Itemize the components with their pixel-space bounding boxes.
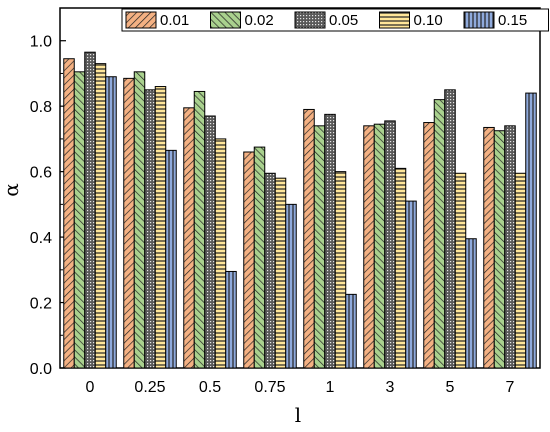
y-tick-label: 0.2 [30,296,52,313]
y-tick-label: 0.0 [30,361,52,378]
legend-label-0.15: 0.15 [498,12,527,29]
bar-0.10-0.25 [154,86,167,369]
plot-frame [59,7,541,369]
bar-0.05-7 [504,125,516,369]
legend-label-0.10: 0.10 [414,12,443,29]
legend-swatch-0.15 [463,11,495,29]
bar-0.02-0 [73,71,86,369]
x-tick-label: 5 [446,379,455,396]
bar-0.02-0.5 [193,90,206,369]
x-tick-label: 0.5 [199,379,221,396]
legend: 0.01 0.02 0.05 0.10 0.15 [121,8,549,32]
legend-swatch-0.05 [294,11,326,29]
bar-0.15-5 [465,238,477,369]
x-axis-label: l [295,403,301,427]
bar-0.15-3 [405,200,417,369]
legend-swatch-0.10 [379,11,410,29]
bar-0.02-7 [493,130,506,369]
bar-0.01-0 [63,58,75,369]
bar-0.15-0.25 [165,149,177,369]
bar-0.02-0.25 [133,71,146,369]
bar-0.10-7 [514,172,527,369]
x-tick-label: 7 [506,379,515,396]
bar-0.05-5 [444,89,456,369]
bar-0.01-3 [363,125,375,369]
bar-0.01-7 [483,126,495,369]
bar-0.05-1 [324,113,336,369]
bar-0.10-0.75 [274,177,287,369]
legend-swatch-0.02 [210,11,241,29]
bar-0.01-5 [423,122,435,369]
bar-0.10-0.5 [214,138,227,369]
legend-swatch-0.01 [125,11,157,29]
legend-label-0.01: 0.01 [160,12,189,29]
bar-0.02-1 [313,125,326,369]
tick-labels: 0.0 0.2 0.4 0.6 0.8 1.0 0 0.25 0.5 0.75 1 3 5 7 [30,34,515,396]
bar-0.01-0.75 [243,151,255,369]
bar-0.10-5 [454,172,467,369]
x-tick-label: 0 [86,379,95,396]
legend-label-0.05: 0.05 [329,12,358,29]
bar-0.01-1 [303,108,315,369]
bar-0.05-0.5 [204,115,216,369]
x-tick-label: 0.25 [134,379,165,396]
y-tick-label: 0.4 [30,230,52,247]
bar-0.02-0.75 [253,146,266,369]
bar-0.10-1 [334,171,347,369]
y-tick-label: 0.8 [30,99,52,116]
bars [63,51,537,369]
bar-0.15-1 [345,293,357,369]
bar-0.01-0.25 [123,77,135,369]
x-tick-label: 0.75 [254,379,285,396]
bar-0.15-0 [105,76,117,369]
x-tick-label: 3 [386,379,395,396]
bar-0.10-0 [94,63,107,369]
bar-0.15-7 [525,92,537,369]
y-tick-label: 0.6 [30,165,52,182]
bar-0.01-0.5 [183,107,195,369]
bar-0.02-5 [433,99,446,369]
y-axis-label: α [0,183,23,197]
bar-0.15-0.75 [285,203,297,369]
x-tick-label: 1 [326,379,335,396]
legend-label-0.02: 0.02 [245,12,274,29]
bar-0.15-0.5 [225,270,237,369]
bar-0.05-0.25 [144,89,156,369]
bar-0.05-0 [84,51,96,369]
y-tick-label: 1.0 [30,34,52,51]
bar-0.05-0.75 [264,172,276,369]
bar-0.10-3 [394,167,407,369]
bar-0.02-3 [373,123,386,369]
bar-0.05-3 [384,120,396,369]
